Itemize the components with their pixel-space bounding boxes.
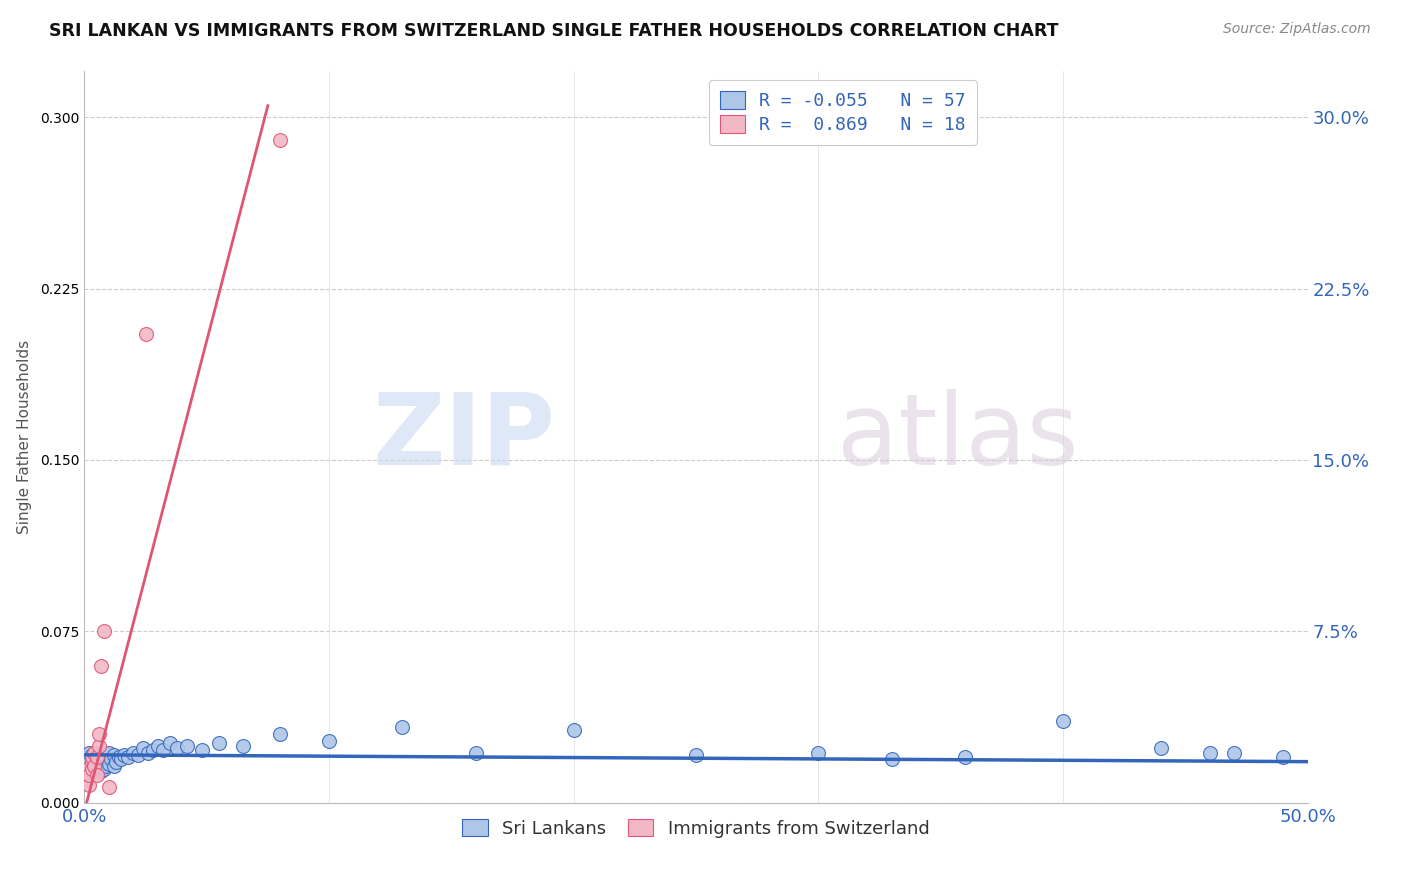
Point bbox=[83, 746, 105, 760]
Point bbox=[77, 755, 100, 769]
Point bbox=[132, 740, 155, 755]
Point bbox=[96, 759, 118, 773]
Point bbox=[83, 759, 105, 773]
Point bbox=[77, 768, 100, 782]
Point bbox=[93, 624, 115, 639]
Point bbox=[80, 750, 103, 764]
Point bbox=[208, 736, 231, 750]
Point bbox=[127, 747, 149, 762]
Point bbox=[562, 723, 585, 737]
Point bbox=[391, 720, 413, 734]
Point bbox=[232, 739, 254, 753]
Point bbox=[77, 778, 100, 792]
Point bbox=[464, 746, 486, 760]
Point bbox=[90, 756, 112, 771]
Point bbox=[90, 658, 112, 673]
Point bbox=[76, 750, 98, 764]
Point bbox=[112, 747, 135, 762]
Point bbox=[1052, 714, 1074, 728]
Point bbox=[97, 756, 120, 771]
Point bbox=[96, 750, 118, 764]
Point bbox=[103, 747, 125, 762]
Text: SRI LANKAN VS IMMIGRANTS FROM SWITZERLAND SINGLE FATHER HOUSEHOLDS CORRELATION C: SRI LANKAN VS IMMIGRANTS FROM SWITZERLAN… bbox=[49, 22, 1059, 40]
Text: ZIP: ZIP bbox=[373, 389, 555, 485]
Point bbox=[80, 747, 103, 762]
Point bbox=[807, 746, 830, 760]
Point bbox=[97, 746, 120, 760]
Point bbox=[105, 755, 128, 769]
Point bbox=[107, 750, 129, 764]
Point bbox=[83, 746, 105, 760]
Point bbox=[80, 755, 103, 769]
Point bbox=[880, 752, 903, 766]
Point bbox=[86, 768, 108, 782]
Point bbox=[152, 743, 174, 757]
Point bbox=[90, 764, 112, 778]
Point bbox=[87, 727, 110, 741]
Y-axis label: Single Father Households: Single Father Households bbox=[17, 340, 32, 534]
Point bbox=[87, 739, 110, 753]
Point bbox=[86, 762, 108, 776]
Point bbox=[176, 739, 198, 753]
Point bbox=[953, 750, 976, 764]
Point bbox=[86, 750, 108, 764]
Point bbox=[110, 752, 132, 766]
Text: Source: ZipAtlas.com: Source: ZipAtlas.com bbox=[1223, 22, 1371, 37]
Point bbox=[269, 727, 291, 741]
Point bbox=[87, 759, 110, 773]
Point bbox=[146, 739, 169, 753]
Point bbox=[1223, 746, 1246, 760]
Point bbox=[77, 746, 100, 760]
Point bbox=[90, 750, 112, 764]
Point bbox=[83, 752, 105, 766]
Point bbox=[1150, 740, 1173, 755]
Point bbox=[80, 756, 103, 771]
Point bbox=[93, 755, 115, 769]
Point bbox=[159, 736, 181, 750]
Point bbox=[87, 752, 110, 766]
Point bbox=[97, 780, 120, 794]
Point bbox=[100, 752, 122, 766]
Point bbox=[76, 762, 98, 776]
Point bbox=[1272, 750, 1295, 764]
Point bbox=[269, 133, 291, 147]
Point bbox=[86, 750, 108, 764]
Point bbox=[318, 734, 340, 748]
Point bbox=[122, 746, 145, 760]
Legend: Sri Lankans, Immigrants from Switzerland: Sri Lankans, Immigrants from Switzerland bbox=[456, 812, 936, 845]
Point bbox=[83, 759, 105, 773]
Point bbox=[80, 762, 103, 776]
Point bbox=[1198, 746, 1220, 760]
Point bbox=[93, 762, 115, 776]
Point bbox=[86, 755, 108, 769]
Point bbox=[142, 743, 165, 757]
Point bbox=[136, 746, 159, 760]
Point bbox=[117, 750, 139, 764]
Point bbox=[191, 743, 214, 757]
Point bbox=[685, 747, 707, 762]
Point bbox=[166, 740, 188, 755]
Point bbox=[76, 772, 98, 787]
Point bbox=[103, 759, 125, 773]
Text: atlas: atlas bbox=[837, 389, 1078, 485]
Point bbox=[135, 327, 157, 342]
